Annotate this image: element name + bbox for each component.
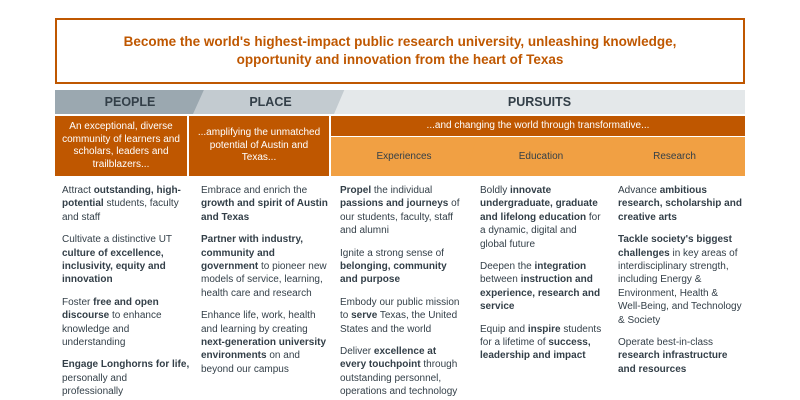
education-item-text: Deepen the	[480, 261, 535, 273]
header-place-label: PLACE	[249, 95, 292, 109]
people-item: Attract outstanding, high-potential stud…	[62, 184, 190, 224]
place-item-text: Partner with industry, community and gov…	[201, 234, 304, 273]
research-item: Advance ambitious research, scholarship …	[618, 184, 743, 224]
research-item: Tackle society's biggest challenges in k…	[618, 233, 743, 327]
column-experiences: Propel the individual passions and journ…	[340, 184, 464, 400]
people-item-text: Foster	[62, 296, 94, 308]
subheader-place: ...amplifying the unmatched potential of…	[189, 116, 329, 176]
place-item-text: growth and spirit of Austin and Texas	[201, 198, 328, 223]
people-item-text: students, faculty and staff	[62, 198, 179, 223]
header-people: PEOPLE	[55, 90, 205, 114]
experiences-item-text: passions and journeys	[340, 198, 449, 210]
pillar-experiences-label: Experiences	[376, 151, 432, 162]
subheader-people: An exceptional, diverse community of lea…	[55, 116, 187, 176]
place-item: Enhance life, work, health and learning …	[201, 309, 331, 376]
experiences-item-text: Ignite a strong sense of	[340, 247, 444, 259]
people-item: Engage Longhorns for life, personally an…	[62, 358, 190, 398]
research-item-text: in key areas of interdisciplinary streng…	[618, 247, 742, 326]
subheader-pursuits: ...and changing the world through transf…	[331, 116, 745, 136]
place-item-text: on and beyond our campus	[201, 350, 300, 375]
vision-statement: Become the world's highest-impact public…	[123, 34, 677, 67]
experiences-item-text: Embody our public mission to	[340, 296, 460, 322]
subheader-place-text: ...amplifying the unmatched potential of…	[197, 127, 321, 164]
experiences-item: Propel the individual passions and journ…	[340, 184, 464, 238]
experiences-item: Embody our public mission to serve Texas…	[340, 296, 464, 336]
pillar-education: Education	[466, 137, 616, 176]
column-people: Attract outstanding, high-potential stud…	[62, 184, 190, 400]
people-item: Foster free and open discourse to enhanc…	[62, 296, 190, 350]
subheader-people-text: An exceptional, diverse community of lea…	[62, 121, 180, 170]
research-item-text: ambitious research, scholarship and crea…	[618, 185, 742, 223]
experiences-item-text: Propel	[340, 185, 372, 196]
place-item-text: next-generation university environments	[201, 337, 327, 362]
column-research: Advance ambitious research, scholarship …	[618, 184, 743, 385]
experiences-item-text: of our students, faculty, staff and alum…	[340, 198, 460, 237]
place-item-text: Embrace and enrich the	[201, 185, 308, 196]
place-item: Embrace and enrich the growth and spirit…	[201, 184, 331, 224]
education-item-text: integration	[534, 261, 587, 273]
experiences-item-text: through outstanding personnel, operation…	[340, 359, 458, 398]
education-item-text: Boldly	[480, 185, 511, 196]
place-item-text: Enhance life, work, health and learning …	[201, 310, 316, 335]
education-item: Deepen the integration between instructi…	[480, 260, 606, 314]
subheader-pursuits-text: ...and changing the world through transf…	[426, 119, 650, 131]
header-place: PLACE	[193, 90, 348, 114]
education-item-text: innovate undergraduate, graduate and lif…	[480, 185, 598, 223]
place-item-text: to pioneer new models of service, learni…	[201, 261, 327, 299]
education-item-text: inspire	[527, 323, 561, 335]
research-item-text: Tackle society's biggest challenges	[618, 234, 732, 259]
pillar-experiences: Experiences	[331, 137, 477, 176]
header-pursuits-label: PURSUITS	[507, 95, 572, 109]
experiences-item: Ignite a strong sense of belonging, comm…	[340, 247, 464, 287]
experiences-item-text: excellence at every touchpoint	[340, 346, 437, 371]
experiences-item: Deliver excellence at every touchpoint t…	[340, 345, 464, 399]
experiences-item-text: the individual	[371, 185, 433, 196]
people-item-text: Attract	[62, 185, 94, 196]
header-people-label: PEOPLE	[104, 95, 156, 109]
education-item-text: success, leadership and impact	[480, 337, 591, 362]
research-item-text: Operate best-in-class	[618, 337, 714, 349]
education-item-text: students for a lifetime of	[480, 323, 602, 349]
people-item-text: Engage Longhorns for life,	[62, 359, 190, 371]
column-education: Boldly innovate undergraduate, graduate …	[480, 184, 606, 372]
pillar-education-label: Education	[518, 151, 564, 162]
education-item-text: Equip and	[480, 323, 528, 335]
place-item: Partner with industry, community and gov…	[201, 233, 331, 300]
pillar-research: Research	[604, 137, 745, 176]
education-item: Boldly innovate undergraduate, graduate …	[480, 184, 606, 251]
header-pursuits: PURSUITS	[334, 90, 745, 114]
pillar-research-label: Research	[653, 151, 696, 162]
people-item: Cultivate a distinctive UT culture of ex…	[62, 233, 190, 287]
people-item-text: to enhance knowledge and understanding	[62, 310, 162, 349]
column-place: Embrace and enrich the growth and spirit…	[201, 184, 331, 385]
experiences-item-text: Texas, the United States and the world	[340, 310, 458, 335]
education-item: Equip and inspire students for a lifetim…	[480, 323, 606, 363]
vision-statement-box: Become the world's highest-impact public…	[55, 18, 745, 84]
people-item-text: Cultivate a distinctive UT	[62, 234, 172, 246]
research-item-text: Advance	[618, 185, 660, 196]
experiences-item-text: serve	[351, 310, 378, 322]
experiences-item-text: Deliver	[340, 346, 374, 358]
education-item-text: instruction and experience, research and…	[480, 274, 601, 313]
people-item-text: culture of excellence, inclusivity, equi…	[62, 247, 166, 286]
experiences-item-text: belonging, community and purpose	[340, 261, 447, 286]
education-item-text: between	[480, 274, 521, 286]
people-item-text: personally and professionally	[62, 372, 128, 398]
education-item-text: for a dynamic, digital and global future	[480, 211, 601, 250]
people-item-text: free and open discourse	[62, 296, 159, 322]
people-item-text: outstanding, high-potential	[62, 185, 181, 210]
research-item: Operate best-in-class research infrastru…	[618, 336, 743, 376]
research-item-text: research infrastructure and resources	[618, 350, 728, 375]
